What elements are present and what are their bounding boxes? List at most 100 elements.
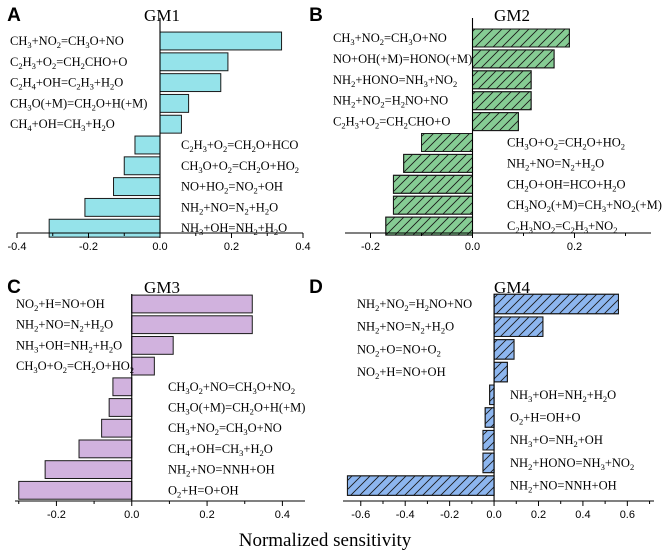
bar	[493, 293, 619, 315]
bar-label: NO2​+O=NO+O2​	[357, 342, 441, 358]
bar	[159, 31, 283, 51]
bar	[385, 216, 473, 236]
bar	[131, 294, 253, 314]
x-axis-title: Normalized sensitivity	[239, 530, 412, 551]
panel-title: GM2	[494, 6, 530, 25]
bar-label: NH2​+NO=NNH+OH	[510, 479, 617, 495]
bar	[346, 475, 495, 496]
panel-letter: C	[7, 277, 21, 298]
tick-label: -0.2	[79, 241, 98, 253]
bar	[159, 73, 222, 93]
bar-label: NH3​+OH=NH2​+H2​O	[181, 221, 287, 237]
bar-label: NH2​+NO=N2​+H2​O	[181, 200, 278, 216]
tick-label: 0.0	[152, 241, 167, 253]
bar	[123, 156, 161, 176]
bar-label: NH2​+NO2​=H2​NO+NO	[357, 297, 472, 313]
panel-letter: B	[309, 5, 323, 26]
tick-label: 0.0	[486, 509, 501, 521]
panel-letter: D	[309, 277, 323, 298]
tick-label: 0.2	[531, 509, 546, 521]
bar-label: CH3​+NO2​=CH3​O+NO	[333, 31, 447, 47]
tick-label: 0.4	[295, 241, 310, 253]
bar-label: NH2​+HONO=NH3​+NO2​	[333, 73, 457, 89]
tick-label: 0.0	[124, 509, 139, 521]
panel-title: GM3	[144, 278, 180, 297]
bar-label: NO+HO2​=NO2​+OH	[181, 180, 283, 196]
bar	[18, 480, 133, 500]
bar	[482, 429, 495, 451]
bar	[108, 398, 133, 417]
panel-a: CH3​+NO2​=CH3​O+NO C2​H3​+O2​=CH2​CHO+O C2…	[7, 5, 311, 253]
bar-label: NH2​+NO=N2​+H2​O	[357, 320, 454, 336]
bar-label: NH2​+NO=N2​+H2​O	[507, 156, 604, 172]
bar-label: C2​H3​+O2​=CH2​CHO+O	[10, 55, 127, 71]
bar	[421, 133, 473, 152]
bar	[482, 452, 495, 474]
bar	[48, 218, 161, 238]
bar	[44, 460, 133, 480]
bar	[131, 356, 155, 376]
tick-label: 0.4	[575, 509, 590, 521]
tick-label: -0.6	[351, 509, 370, 521]
bar-label: NH2​+NO=NNH+OH	[168, 463, 275, 479]
bar	[84, 197, 161, 217]
bar-label: CH4​+OH=CH3​+H2​O	[10, 117, 115, 133]
bar-label: NH2​+NO2​=H2​NO+NO	[333, 94, 448, 110]
bar-label: C2​H3​+O2​=CH2​O+HCO	[181, 138, 298, 154]
bar	[159, 52, 229, 72]
bar-label: NH3​+O=NH2​+OH	[510, 433, 603, 449]
tick-label: 0.2	[567, 241, 582, 253]
bar	[472, 112, 519, 132]
panel-d: NH2​+NO2​=H2​NO+NO NH2​+NO=N2​+H2​O NO2​+O…	[309, 277, 654, 521]
bar-label: O2​+H=OH+O	[510, 411, 581, 427]
bar-label: C2​H3​NO2​=C2​H3​+NO2​	[507, 219, 617, 235]
bar-label: CH3​O(+M)=CH2​O+H(+M)	[10, 96, 147, 112]
tick-label: -0.2	[361, 241, 380, 253]
panel-b: CH3​+NO2​=CH3​O+NO NO+OH(+M)=HONO(+M) NH2​…	[309, 5, 662, 253]
panel-title: GM4	[494, 278, 530, 297]
tick-label: -0.4	[8, 241, 27, 253]
bar-label: NH2​+NO=N2​+H2​O	[16, 318, 113, 334]
panel-letter: A	[7, 5, 21, 26]
bar-label: C2​H3​+O2​=CH2​CHO+O	[333, 115, 450, 131]
bar	[403, 153, 473, 173]
tick-label: 0.2	[224, 241, 239, 253]
bar	[472, 28, 570, 48]
bar-label: C2​H4​+OH=C2​H3​+H2​O	[10, 76, 123, 92]
tick-label: 0.0	[465, 241, 480, 253]
tick-label: -0.4	[396, 509, 415, 521]
bar	[472, 70, 532, 90]
bar	[493, 361, 508, 383]
bar	[472, 49, 555, 69]
bar	[134, 135, 161, 155]
bar-label: CH3​O2​+NO=CH3​O+NO2​	[168, 380, 295, 396]
tick-label: 0.4	[275, 509, 290, 521]
bar	[159, 114, 182, 134]
bar	[392, 174, 474, 194]
bar-label: NO2​+H=NO+OH	[357, 365, 446, 381]
tick-label: -0.2	[47, 509, 66, 521]
bar	[159, 93, 190, 113]
bar	[392, 195, 474, 215]
bar	[131, 335, 174, 355]
tick-label: 0.2	[199, 509, 214, 521]
bar	[101, 418, 133, 438]
bar	[493, 339, 515, 360]
bar-label: NH3​+OH=NH2​+H2​O	[510, 388, 616, 404]
bar-label: CH3​O+O2​=CH2​O+HO2​	[507, 136, 625, 152]
bar	[113, 177, 161, 197]
bar	[484, 407, 495, 428]
bar-label: NH2​+HONO=NH3​+NO2​	[510, 456, 634, 472]
bar	[78, 439, 133, 459]
bar-label: CH3​+NO2​=CH3​O+NO	[168, 421, 282, 437]
bar-label: CH4​+OH=CH3​+H2​O	[168, 442, 273, 458]
bar	[489, 384, 495, 406]
tick-label: 0.6	[620, 509, 635, 521]
bar-label: CH2​O+OH=HCO+H2​O	[507, 177, 626, 193]
panel-c: NO2​+H=NO+OH NH2​+NO=N2​+H2​O NH3​+OH=NH2​…	[7, 277, 305, 521]
bar-label: O2​+H=O+OH	[168, 483, 239, 499]
bar-label: CH3​NO2​(+M)=CH3​+NO2​(+M)	[507, 198, 662, 214]
bar-label: CH3​+NO2​=CH3​O+NO	[10, 34, 124, 50]
bar-label: CH3​O(+M)=CH2​O+H(+M)	[168, 401, 305, 417]
